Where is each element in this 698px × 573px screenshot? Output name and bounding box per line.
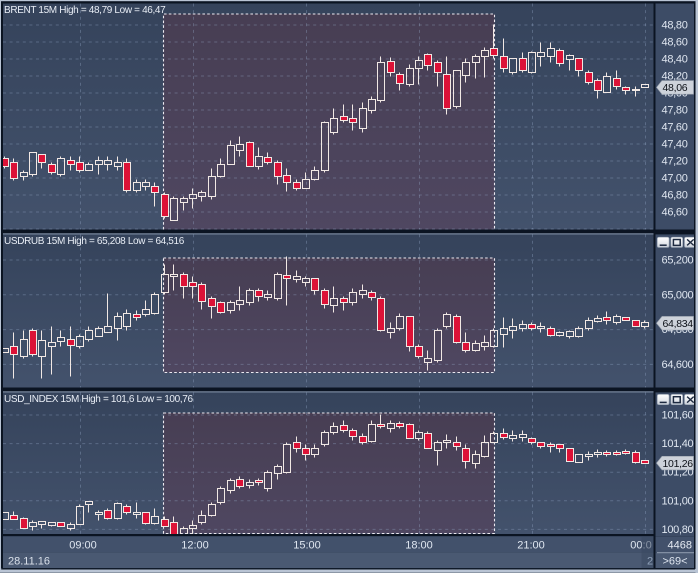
svg-text:4468: 4468 — [668, 540, 692, 552]
svg-text:USDRUB 15M High = 65,208 Low =: USDRUB 15M High = 65,208 Low = 64,516 — [4, 236, 185, 247]
svg-text:65,200: 65,200 — [662, 255, 694, 267]
svg-text:47,40: 47,40 — [662, 139, 688, 151]
svg-text:48,40: 48,40 — [662, 54, 688, 66]
svg-text:USD_INDEX 15M High = 101,6 Low: USD_INDEX 15M High = 101,6 Low = 100,76 — [4, 394, 193, 405]
svg-text:47,20: 47,20 — [662, 156, 688, 168]
svg-text:18:00: 18:00 — [405, 540, 433, 552]
svg-text:21:00: 21:00 — [517, 540, 545, 552]
svg-text:47,00: 47,00 — [662, 173, 688, 185]
svg-text:64,600: 64,600 — [662, 359, 694, 371]
svg-text:100,80: 100,80 — [662, 524, 694, 536]
svg-text:48,06: 48,06 — [663, 82, 688, 94]
svg-text:47,60: 47,60 — [662, 122, 688, 134]
svg-text:46,80: 46,80 — [662, 190, 688, 202]
svg-text:64,834: 64,834 — [663, 318, 694, 330]
svg-text:28.11.16: 28.11.16 — [8, 556, 50, 568]
svg-text:101,26: 101,26 — [663, 458, 694, 470]
svg-text:2: 2 — [647, 556, 653, 568]
svg-text:15:00: 15:00 — [293, 540, 321, 552]
svg-text:09:00: 09:00 — [69, 540, 97, 552]
svg-text:>69<: >69< — [662, 556, 687, 568]
svg-text:101,40: 101,40 — [662, 438, 694, 450]
svg-text:101,00: 101,00 — [662, 495, 694, 507]
svg-text:101,60: 101,60 — [662, 410, 694, 422]
svg-text:48,80: 48,80 — [662, 20, 688, 32]
svg-text:48,60: 48,60 — [662, 37, 688, 49]
svg-text:48,20: 48,20 — [662, 71, 688, 83]
svg-text:47,80: 47,80 — [662, 105, 688, 117]
svg-text:BRENT 15M High = 48,79 Low = 4: BRENT 15M High = 48,79 Low = 46,47 — [4, 5, 166, 16]
svg-text:12:00: 12:00 — [181, 540, 209, 552]
svg-text:65,000: 65,000 — [662, 289, 694, 301]
svg-text:46,60: 46,60 — [662, 207, 688, 219]
